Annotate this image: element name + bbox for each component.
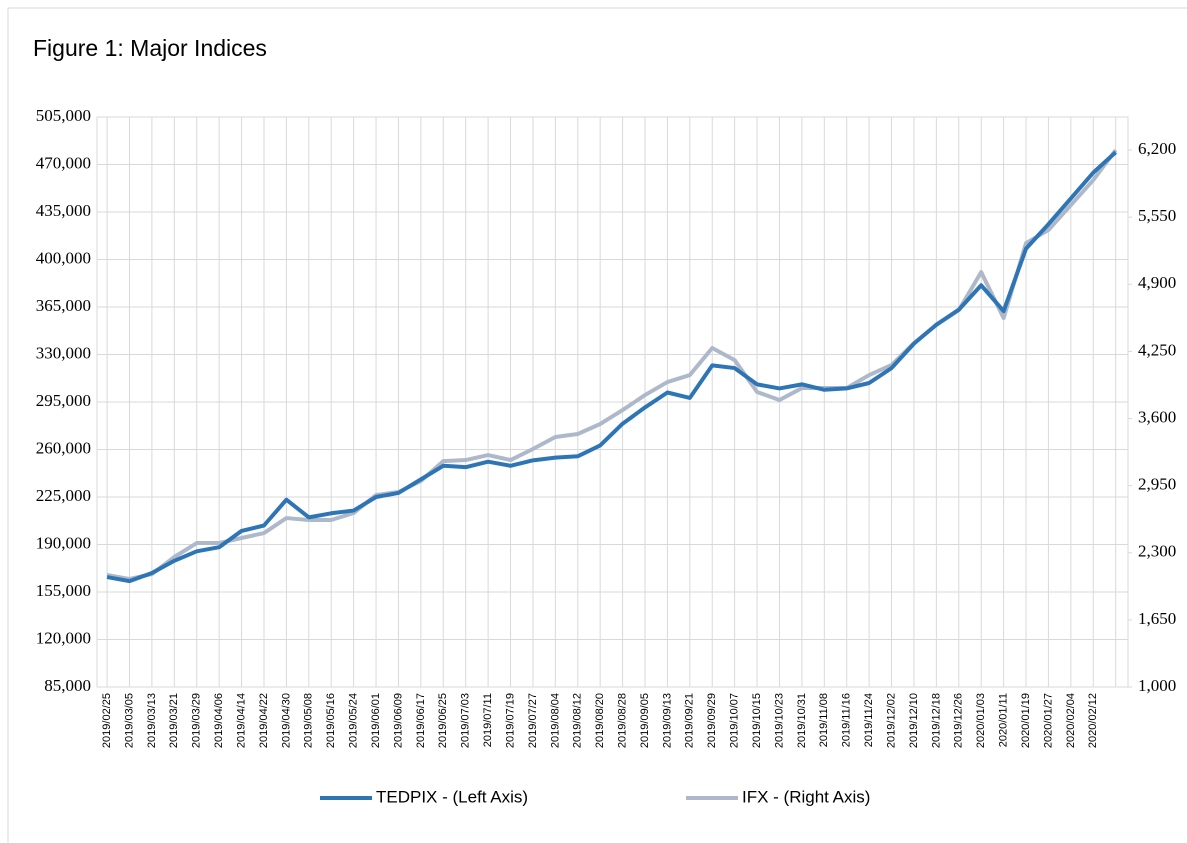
y-tick-label: 225,000 [36, 486, 91, 505]
x-tick-label: 2019/07/03 [460, 693, 472, 748]
chart-title: Figure 1: Major Indices [33, 35, 267, 61]
x-tick-label: 2019/09/05 [639, 693, 651, 748]
x-tick-label: 2019/10/23 [773, 693, 785, 748]
x-tick-label: 2019/05/24 [348, 693, 360, 748]
legend-label: TEDPIX - (Left Axis) [376, 787, 528, 806]
x-tick-label: 2019/04/30 [280, 693, 292, 748]
y2-tick-label: 4,900 [1138, 273, 1176, 292]
y-tick-label: 505,000 [36, 106, 91, 125]
x-tick-label: 2019/06/09 [392, 693, 404, 748]
x-tick-label: 2020/01/19 [1020, 693, 1032, 748]
x-tick-label: 2019/06/17 [415, 693, 427, 748]
x-tick-label: 2020/02/04 [1065, 693, 1077, 748]
y2-tick-label: 2,950 [1138, 475, 1176, 494]
y2-tick-label: 1,650 [1138, 609, 1176, 628]
x-tick-label: 2019/10/15 [751, 693, 763, 748]
x-tick-label: 2019/11/16 [841, 693, 853, 747]
x-tick-label: 2019/03/05 [123, 693, 135, 748]
x-tick-label: 2019/06/25 [437, 693, 449, 748]
legend-label: IFX - (Right Axis) [742, 787, 870, 806]
x-tick-label: 2019/09/21 [684, 693, 696, 748]
x-tick-label: 2019/11/24 [863, 693, 875, 747]
y-tick-label: 260,000 [36, 438, 91, 457]
y-tick-label: 435,000 [36, 201, 91, 220]
x-tick-label: 2019/08/28 [616, 693, 628, 748]
y-tick-label: 330,000 [36, 343, 91, 362]
x-tick-label: 2019/05/16 [325, 693, 337, 748]
x-tick-label: 2019/04/14 [235, 693, 247, 748]
x-tick-label: 2019/07/27 [527, 693, 539, 748]
y-tick-label: 365,000 [36, 296, 91, 315]
y2-tick-label: 1,000 [1138, 676, 1176, 695]
x-tick-label: 2019/12/02 [885, 693, 897, 748]
x-tick-label: 2019/11/08 [818, 693, 830, 747]
x-tick-label: 2019/04/06 [213, 693, 225, 748]
x-tick-label: 2019/04/22 [258, 693, 270, 748]
y2-tick-label: 2,300 [1138, 542, 1176, 561]
y2-tick-label: 5,550 [1138, 206, 1176, 225]
x-tick-label: 2019/10/07 [729, 693, 741, 748]
y-tick-label: 190,000 [36, 533, 91, 552]
y2-tick-label: 4,250 [1138, 340, 1176, 359]
x-tick-label: 2019/03/21 [168, 693, 180, 748]
x-tick-label: 2019/03/29 [191, 693, 203, 748]
x-tick-label: 2019/07/19 [504, 693, 516, 748]
y-tick-label: 400,000 [36, 248, 91, 267]
x-tick-label: 2019/09/29 [706, 693, 718, 748]
x-tick-label: 2019/12/26 [953, 693, 965, 748]
x-tick-label: 2019/05/08 [303, 693, 315, 748]
x-tick-label: 2019/12/18 [930, 693, 942, 748]
x-tick-label: 2019/06/01 [370, 693, 382, 748]
y-tick-label: 85,000 [44, 676, 91, 695]
x-tick-label: 2019/10/31 [796, 693, 808, 748]
x-tick-label: 2019/07/11 [482, 693, 494, 747]
x-tick-label: 2020/01/27 [1042, 693, 1054, 748]
y2-tick-label: 3,600 [1138, 407, 1176, 426]
x-tick-label: 2019/03/13 [146, 693, 158, 748]
x-tick-label: 2019/12/10 [908, 693, 920, 748]
series-line [106, 150, 1118, 584]
x-tick-label: 2019/08/04 [549, 693, 561, 748]
x-tick-label: 2020/01/03 [975, 693, 987, 748]
x-tick-label: 2019/09/13 [661, 693, 673, 748]
y-tick-label: 295,000 [36, 391, 91, 410]
x-tick-label: 2019/02/25 [101, 693, 113, 748]
x-tick-label: 2020/02/12 [1087, 693, 1099, 748]
x-tick-label: 2019/08/20 [594, 693, 606, 748]
y-tick-label: 470,000 [36, 153, 91, 172]
y2-tick-label: 6,200 [1138, 139, 1176, 158]
x-tick-label: 2020/01/11 [998, 693, 1010, 747]
x-tick-label: 2019/08/12 [572, 693, 584, 748]
y-tick-label: 155,000 [36, 581, 91, 600]
y-tick-label: 120,000 [36, 628, 91, 647]
